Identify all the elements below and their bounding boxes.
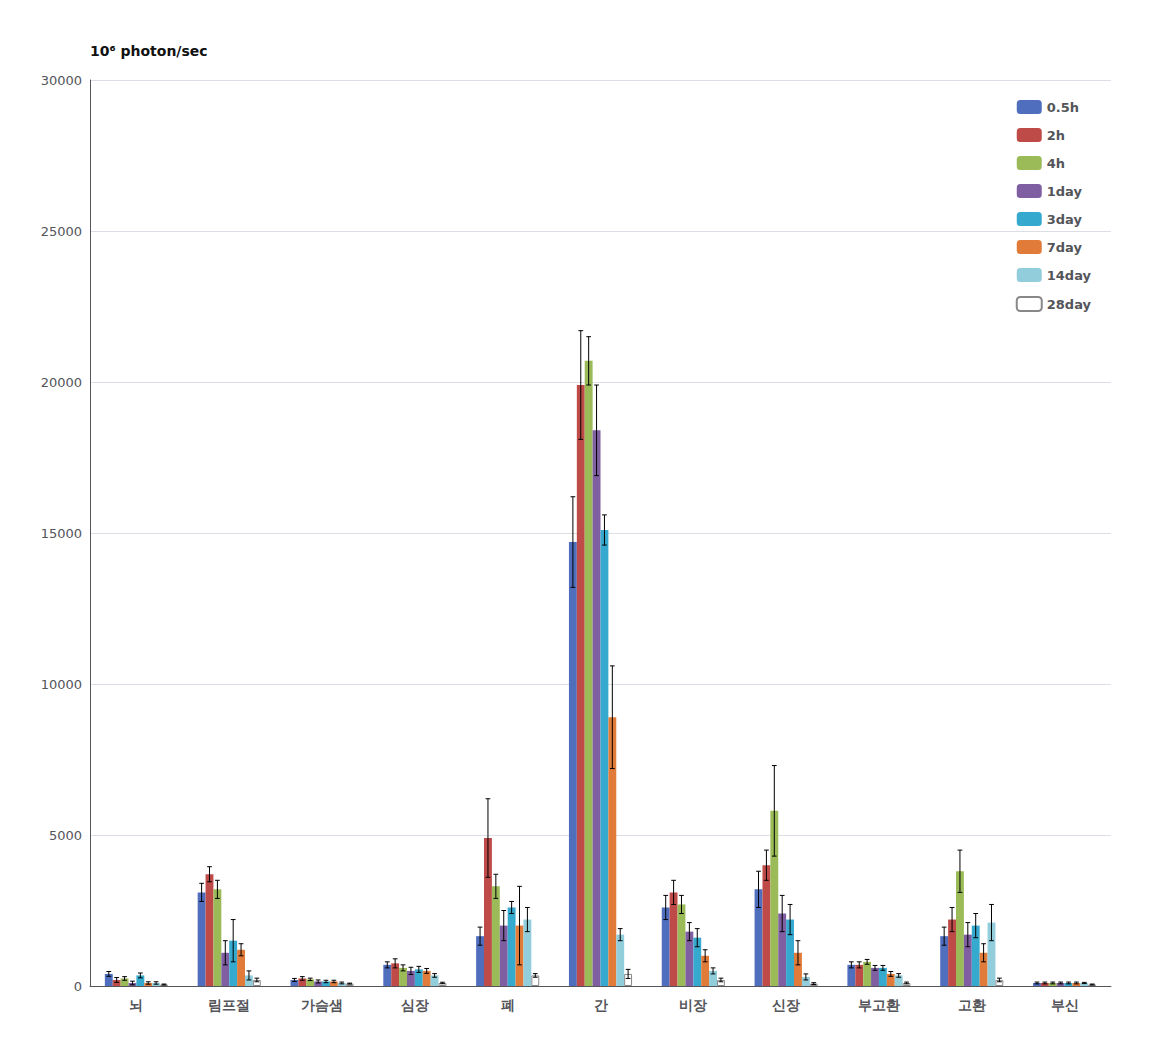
svg-text:20000: 20000 <box>41 375 82 390</box>
svg-text:14day: 14day <box>1047 268 1092 283</box>
svg-text:2h: 2h <box>1047 128 1065 143</box>
svg-text:0: 0 <box>74 979 82 994</box>
svg-text:5000: 5000 <box>49 828 82 843</box>
svg-text:비장: 비장 <box>679 997 707 1013</box>
svg-text:고환: 고환 <box>958 997 986 1013</box>
svg-text:4h: 4h <box>1047 156 1065 171</box>
svg-text:15000: 15000 <box>41 526 82 541</box>
svg-text:3day: 3day <box>1047 212 1083 227</box>
svg-text:0.5h: 0.5h <box>1047 100 1079 115</box>
svg-text:부고환: 부고환 <box>858 997 900 1013</box>
svg-text:25000: 25000 <box>41 224 82 239</box>
svg-text:30000: 30000 <box>41 73 82 88</box>
svg-text:가슴샘: 가슴샘 <box>301 997 343 1013</box>
svg-text:1day: 1day <box>1047 184 1083 199</box>
svg-text:폐: 폐 <box>501 997 515 1013</box>
svg-text:간: 간 <box>594 997 608 1013</box>
svg-text:28day: 28day <box>1047 297 1092 312</box>
svg-text:10000: 10000 <box>41 677 82 692</box>
svg-text:심장: 심장 <box>401 997 429 1013</box>
svg-text:림프절: 림프절 <box>208 997 250 1013</box>
svg-text:뇌: 뇌 <box>129 997 143 1013</box>
svg-text:부신: 부신 <box>1051 997 1079 1013</box>
svg-text:신장: 신장 <box>772 997 800 1013</box>
svg-text:7day: 7day <box>1047 240 1083 255</box>
svg-text:10⁶ photon/sec: 10⁶ photon/sec <box>90 43 208 59</box>
